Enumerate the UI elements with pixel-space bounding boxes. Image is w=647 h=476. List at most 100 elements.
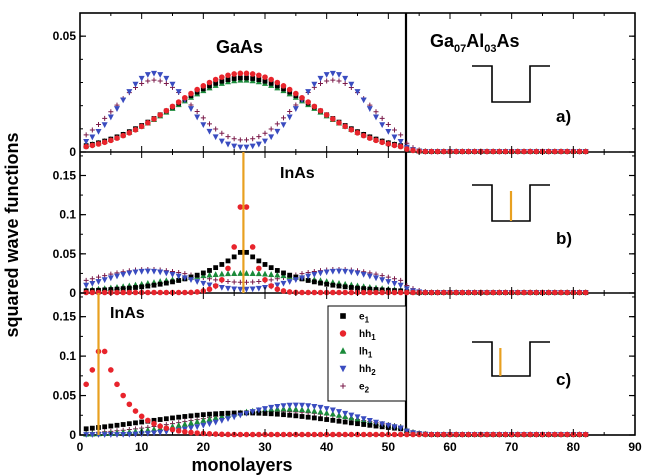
- data-point: [330, 116, 336, 122]
- data-point: [145, 78, 151, 84]
- data-point: [218, 285, 225, 291]
- data-point: [126, 270, 133, 277]
- legend-marker: [339, 330, 347, 337]
- data-point: [102, 424, 108, 430]
- data-point: [262, 262, 268, 267]
- data-point: [299, 289, 305, 296]
- y-tick-label: 0.05: [53, 389, 77, 403]
- data-point: [231, 244, 237, 250]
- data-point: [336, 409, 342, 415]
- data-point: [206, 415, 213, 422]
- data-point: [219, 277, 225, 283]
- data-point: [299, 275, 305, 282]
- data-point: [200, 417, 207, 423]
- data-point: [323, 269, 330, 276]
- data-point: [157, 429, 164, 436]
- data-point: [89, 425, 95, 431]
- data-point: [114, 289, 120, 296]
- data-point: [89, 127, 95, 133]
- y-tick-label: 0.15: [53, 169, 77, 183]
- data-point: [206, 79, 213, 86]
- data-point: [243, 410, 250, 417]
- data-point: [268, 271, 275, 277]
- data-point: [348, 126, 355, 133]
- data-point: [249, 431, 256, 438]
- data-point: [484, 148, 490, 155]
- data-point: [95, 141, 102, 147]
- data-point: [385, 121, 391, 127]
- data-point: [281, 86, 286, 92]
- data-point: [576, 431, 583, 438]
- data-point: [206, 286, 213, 293]
- data-point: [200, 86, 206, 92]
- data-point: [151, 289, 157, 296]
- data-point: [305, 89, 312, 95]
- data-point: [558, 431, 564, 438]
- data-point: [250, 254, 256, 260]
- data-point: [281, 270, 286, 276]
- data-point: [490, 431, 496, 438]
- data-point: [120, 432, 127, 438]
- data-point: [237, 137, 243, 143]
- data-point: [225, 270, 231, 277]
- data-point: [552, 289, 558, 296]
- data-point: [422, 289, 429, 296]
- data-point: [373, 423, 379, 429]
- data-point: [176, 414, 182, 420]
- data-point: [169, 271, 176, 278]
- data-point: [225, 431, 231, 438]
- data-point: [317, 107, 324, 114]
- data-point: [83, 426, 89, 432]
- data-point: [170, 279, 175, 285]
- data-point: [268, 265, 274, 271]
- data-point: [274, 411, 280, 417]
- data-point: [323, 72, 330, 78]
- data-point: [243, 70, 250, 77]
- data-point: [188, 106, 194, 112]
- data-point: [305, 403, 312, 410]
- data-point: [293, 274, 299, 280]
- data-point: [305, 273, 312, 280]
- data-point: [527, 289, 533, 296]
- data-point: [453, 289, 459, 296]
- data-point: [521, 431, 527, 438]
- data-point: [317, 408, 324, 415]
- legend-item-hh1: hh1: [339, 329, 376, 342]
- data-point: [89, 281, 96, 287]
- data-point: [453, 148, 459, 155]
- data-point: [299, 414, 305, 419]
- data-point: [453, 431, 459, 438]
- data-point: [126, 130, 133, 136]
- data-point: [280, 403, 287, 410]
- data-point: [237, 270, 244, 276]
- data-point: [151, 282, 157, 288]
- data-point: [108, 287, 114, 292]
- data-point: [188, 277, 194, 284]
- data-point: [200, 270, 206, 276]
- data-point: [256, 72, 262, 79]
- data-point: [126, 431, 133, 438]
- data-point: [280, 122, 287, 128]
- data-point: [323, 406, 330, 412]
- data-point: [151, 420, 157, 427]
- data-point: [397, 138, 404, 145]
- data-point: [249, 286, 256, 293]
- data-point: [262, 138, 268, 145]
- data-point: [348, 412, 355, 419]
- data-point: [120, 97, 127, 104]
- data-point: [249, 270, 256, 276]
- data-point: [305, 431, 311, 438]
- data-point: [231, 414, 238, 421]
- data-point: [403, 286, 410, 293]
- data-point: [533, 148, 540, 155]
- data-point: [237, 412, 244, 419]
- data-point: [132, 81, 139, 88]
- data-point: [101, 277, 108, 284]
- data-point: [527, 148, 533, 155]
- data-point: [194, 279, 201, 285]
- data-point: [336, 268, 342, 275]
- data-point: [287, 412, 293, 418]
- data-point: [280, 280, 287, 287]
- data-point: [244, 249, 249, 255]
- data-point: [255, 270, 262, 277]
